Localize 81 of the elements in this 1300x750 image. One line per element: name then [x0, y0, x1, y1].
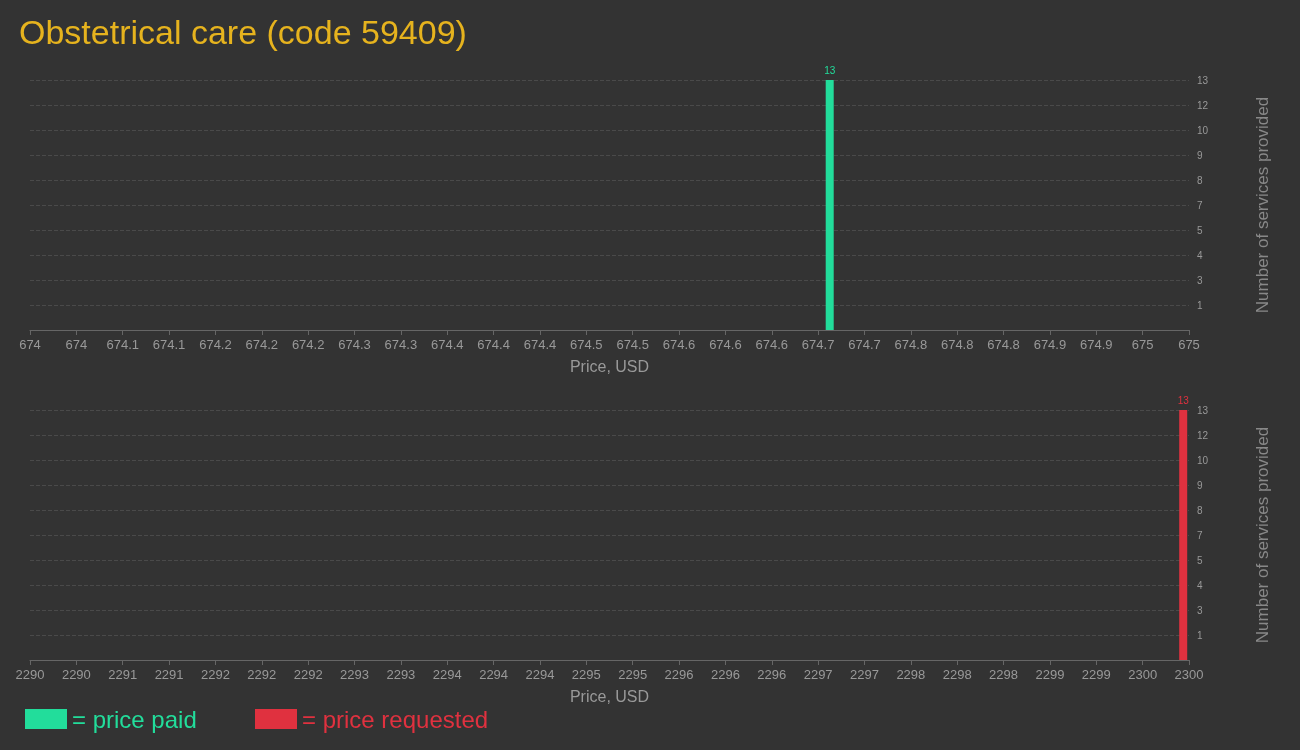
x-tick-label: 674.4 — [430, 337, 464, 352]
x-tick-label: 674.9 — [1033, 337, 1067, 352]
y-tick-label: 4 — [1197, 249, 1203, 261]
x-tick-label: 2292 — [200, 667, 230, 682]
x-tick-label: 674.3 — [338, 337, 371, 352]
y-tick-label: 7 — [1197, 199, 1203, 211]
x-tick-label: 2299 — [1035, 667, 1065, 682]
x-tick-label: 2294 — [525, 667, 555, 682]
x-tick-label: 2291 — [154, 667, 184, 682]
y-tick-label: 12 — [1197, 99, 1209, 111]
y-tick-label: 8 — [1197, 504, 1203, 516]
y-tick-label: 4 — [1197, 579, 1203, 591]
x-tick-label: 2296 — [710, 667, 740, 682]
x-tick-label: 2296 — [757, 667, 787, 682]
y-tick-label: 9 — [1197, 149, 1203, 161]
data-label: 13 — [1177, 394, 1190, 406]
x-tick-label: 674.1 — [106, 337, 139, 352]
x-tick-label: 2295 — [618, 667, 648, 682]
y-tick-label: 1 — [1197, 629, 1203, 641]
x-tick-label: 2297 — [850, 667, 879, 682]
x-tick-label: 2298 — [989, 667, 1019, 682]
x-tick-label: 674.6 — [662, 337, 696, 352]
data-label: 13 — [824, 64, 836, 76]
x-tick-label: 2293 — [386, 667, 416, 682]
x-tick-label: 2294 — [479, 667, 509, 682]
x-tick-label: 674.4 — [523, 337, 557, 352]
x-tick-label: 674.7 — [801, 337, 835, 352]
x-tick-label: 674.2 — [245, 337, 279, 352]
y-tick-label: 13 — [1197, 404, 1209, 416]
x-tick-label: 674.3 — [384, 337, 418, 352]
x-tick-label: 675 — [1131, 337, 1154, 352]
y-tick-label: 5 — [1197, 554, 1203, 566]
y-axis-title: Number of services provided — [1253, 96, 1272, 314]
x-axis-title: Price, USD — [569, 687, 650, 705]
x-tick-label: 674.8 — [940, 337, 974, 352]
x-tick-label: 2290 — [15, 667, 45, 682]
x-tick-label: 2292 — [293, 667, 323, 682]
y-tick-label: 7 — [1197, 529, 1203, 541]
x-tick-label: 674.6 — [709, 337, 742, 352]
x-axis-title: Price, USD — [569, 357, 650, 375]
x-tick-label: 674.9 — [1080, 337, 1113, 352]
y-tick-label: 1 — [1197, 299, 1203, 311]
x-tick-label: 674.7 — [848, 337, 881, 352]
x-tick-label: 2293 — [340, 667, 369, 682]
x-tick-label: 674.5 — [616, 337, 649, 352]
x-tick-label: 674.6 — [755, 337, 789, 352]
x-tick-label: 2290 — [61, 667, 91, 682]
x-tick-label: 2298 — [942, 667, 972, 682]
x-tick-label: 674.4 — [477, 337, 510, 352]
x-tick-label: 674 — [65, 337, 88, 352]
chart-title: Obstetrical care (code 59409) — [19, 13, 467, 51]
x-tick-label: 674.1 — [152, 337, 186, 352]
x-tick-label: 2299 — [1081, 667, 1111, 682]
y-tick-label: 12 — [1197, 429, 1209, 441]
x-tick-label: 674.2 — [199, 337, 232, 352]
x-tick-label: 2296 — [664, 667, 694, 682]
x-tick-label: 2294 — [432, 667, 462, 682]
x-tick-label: 2297 — [803, 667, 833, 682]
legend-label: = price requested — [302, 705, 489, 733]
x-tick-label: 674.8 — [894, 337, 928, 352]
x-tick-label: 2298 — [896, 667, 926, 682]
y-tick-label: 10 — [1197, 454, 1209, 466]
y-tick-label: 8 — [1197, 174, 1203, 186]
y-tick-label: 3 — [1197, 604, 1203, 616]
y-tick-label: 10 — [1197, 124, 1209, 136]
x-tick-label: 2291 — [108, 667, 138, 682]
x-tick-label: 674.5 — [570, 337, 603, 352]
x-tick-label: 674 — [19, 337, 41, 352]
x-tick-label: 675 — [1178, 337, 1200, 352]
x-tick-label: 2295 — [571, 667, 601, 682]
x-tick-label: 2300 — [1174, 667, 1204, 682]
y-tick-label: 3 — [1197, 274, 1203, 286]
y-tick-label: 5 — [1197, 224, 1203, 236]
y-tick-label: 9 — [1197, 479, 1203, 491]
x-tick-label: 2292 — [247, 667, 277, 682]
x-tick-label: 2300 — [1128, 667, 1158, 682]
legend-label: = price paid — [72, 705, 197, 733]
x-tick-label: 674.2 — [291, 337, 325, 352]
y-axis-title: Number of services provided — [1253, 426, 1272, 644]
y-tick-label: 13 — [1197, 74, 1209, 86]
x-tick-label: 674.8 — [987, 337, 1020, 352]
